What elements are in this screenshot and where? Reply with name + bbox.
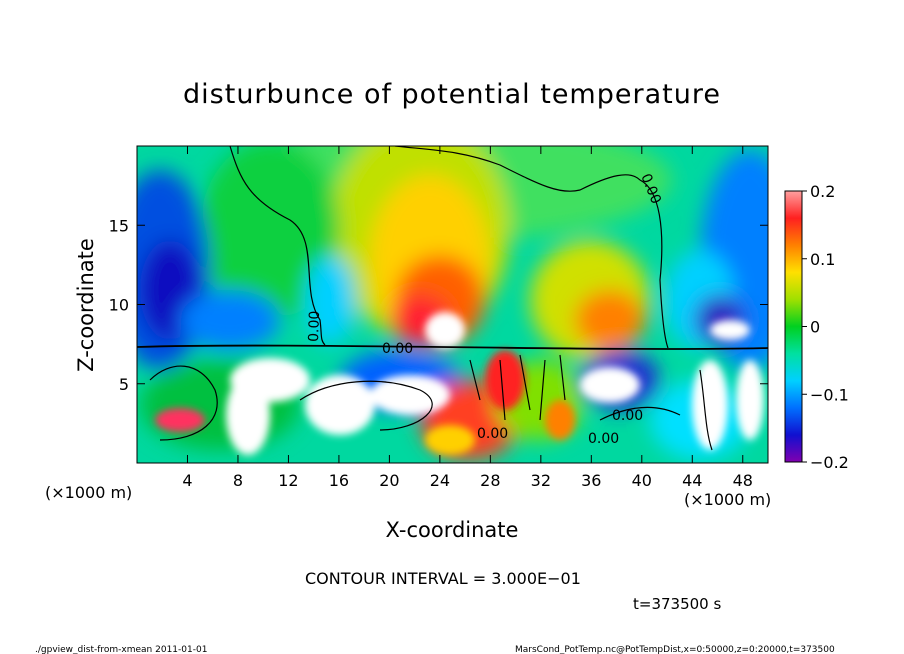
x-axis: 4 8 12 16 20 24 28 32 36 40 44 48 xyxy=(182,146,753,490)
y-axis: 5 10 15 xyxy=(109,216,768,394)
y-tick-label: 5 xyxy=(119,375,129,394)
contour-label: 0.00 xyxy=(612,408,643,424)
y-tick-label: 10 xyxy=(109,296,129,315)
x-tick-label: 20 xyxy=(379,471,399,490)
contour-label: 0.00 xyxy=(588,431,619,447)
x-tick-label: 48 xyxy=(733,471,753,490)
x-tick-label: 16 xyxy=(329,471,349,490)
x-tick-label: 12 xyxy=(278,471,298,490)
contour-label: 0.00 xyxy=(477,426,508,442)
y-axis-label: Z-coordinate xyxy=(74,238,98,372)
colorbar-tick-label: 0 xyxy=(810,318,820,337)
x-tick-label: 44 xyxy=(682,471,702,490)
colorbar: 0.2 0.1 0 −0.1 −0.2 xyxy=(784,182,849,472)
x-axis-label: X-coordinate xyxy=(386,518,519,542)
colorbar-tick-label: −0.1 xyxy=(810,385,849,404)
y-tick-label: 15 xyxy=(109,216,129,235)
contour-interval: CONTOUR INTERVAL = 3.000E−01 xyxy=(305,569,581,588)
x-tick-label: 24 xyxy=(430,471,450,490)
colorbar-tick-label: 0.2 xyxy=(810,182,835,201)
x-tick-label: 4 xyxy=(182,471,192,490)
colorbar-ramp xyxy=(784,190,803,463)
x-tick-label: 8 xyxy=(233,471,243,490)
x-tick-label: 32 xyxy=(531,471,551,490)
contour-label: 0.00 xyxy=(382,341,413,357)
footer-left: ./gpview_dist-from-xmean 2011-01-01 xyxy=(35,645,207,654)
contour-label: 0.00 xyxy=(306,310,323,342)
y-unit-label: (×1000 m) xyxy=(45,483,132,502)
x-tick-label: 36 xyxy=(581,471,601,490)
x-unit-label: (×1000 m) xyxy=(684,490,771,509)
colorbar-tick-label: 0.1 xyxy=(810,250,835,269)
chart-title: disturbunce of potential temperature xyxy=(183,79,721,110)
time-label: t=373500 s xyxy=(633,595,721,613)
colorbar-tick-label: −0.2 xyxy=(810,453,849,472)
heatmap-field xyxy=(137,146,768,463)
x-tick-label: 28 xyxy=(480,471,500,490)
x-tick-label: 40 xyxy=(632,471,652,490)
footer-right: MarsCond_PotTemp.nc@PotTempDist,x=0:5000… xyxy=(515,645,835,654)
